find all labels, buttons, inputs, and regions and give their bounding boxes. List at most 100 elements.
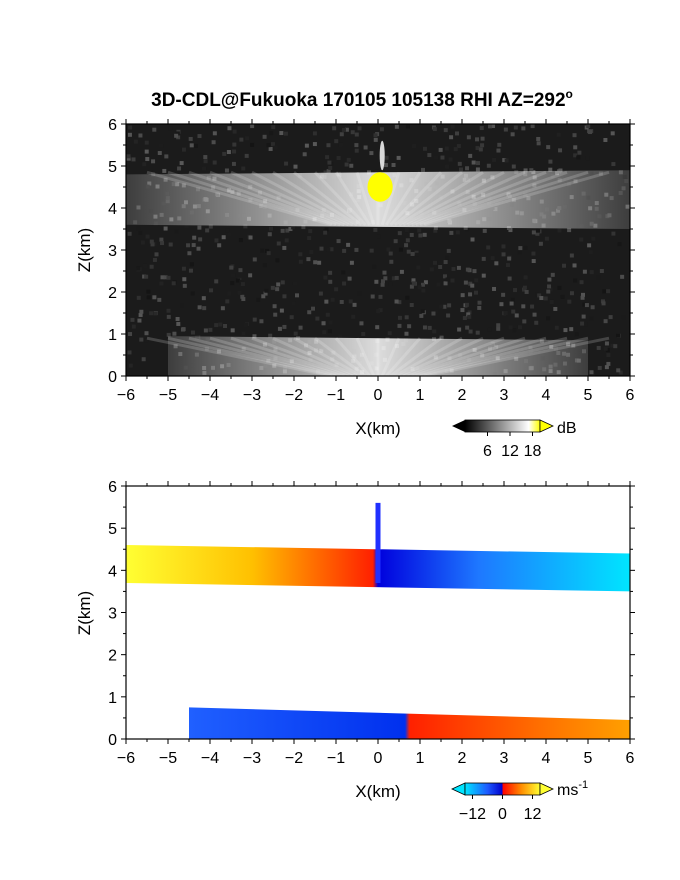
noise-speckle: [522, 319, 527, 324]
noise-speckle: [427, 153, 432, 158]
noise-speckle: [579, 280, 584, 285]
noise-speckle: [193, 143, 198, 148]
noise-speckle: [577, 150, 582, 155]
noise-speckle: [323, 275, 328, 280]
noise-speckle: [405, 295, 410, 300]
noise-speckle: [138, 133, 143, 138]
noise-speckle: [346, 157, 351, 162]
noise-speckle: [616, 333, 621, 338]
noise-speckle: [508, 325, 513, 330]
noise-speckle: [312, 131, 317, 136]
noise-speckle: [370, 294, 375, 299]
noise-speckle: [319, 246, 324, 251]
noise-speckle: [588, 250, 593, 255]
noise-speckle: [323, 230, 328, 235]
noise-speckle: [553, 306, 558, 311]
noise-speckle: [415, 252, 420, 257]
noise-speckle: [133, 139, 138, 144]
noise-speckle: [279, 308, 284, 313]
noise-speckle: [338, 142, 343, 147]
noise-speckle: [325, 312, 330, 317]
noise-speckle: [350, 130, 355, 135]
noise-speckle: [481, 256, 486, 261]
beam-streak: [406, 336, 526, 378]
colorbar-right-arrow: [539, 419, 554, 433]
noise-speckle: [422, 232, 427, 237]
noise-speckle: [417, 285, 422, 290]
noise-speckle: [328, 279, 333, 284]
noise-speckle: [501, 252, 506, 257]
noise-speckle: [232, 129, 237, 134]
noise-speckle: [477, 305, 482, 310]
noise-speckle: [599, 268, 604, 273]
noise-speckle: [549, 299, 554, 304]
noise-speckle: [214, 238, 219, 243]
noise-speckle: [270, 285, 275, 290]
noise-speckle: [404, 228, 409, 233]
noise-speckle: [538, 241, 543, 246]
x-tick-label: −2: [285, 387, 303, 404]
noise-speckle: [606, 289, 611, 294]
noise-speckle: [522, 285, 527, 290]
noise-speckle: [241, 297, 246, 302]
noise-speckle: [502, 158, 507, 163]
noise-speckle: [508, 228, 513, 233]
noise-speckle: [191, 243, 196, 248]
noise-speckle: [472, 269, 477, 274]
noise-speckle: [322, 330, 327, 335]
noise-speckle: [179, 161, 184, 166]
noise-speckle: [152, 127, 157, 132]
beam-streak: [188, 170, 341, 227]
noise-speckle: [438, 264, 443, 269]
noise-speckle: [486, 245, 491, 250]
beam-streak: [385, 171, 422, 226]
noise-speckle: [272, 304, 277, 309]
noise-speckle: [569, 291, 574, 296]
noise-speckle: [601, 301, 606, 306]
noise-speckle: [240, 294, 245, 299]
noise-speckle: [361, 331, 366, 336]
noise-speckle: [324, 299, 329, 304]
noise-speckle: [146, 289, 151, 294]
noise-speckle: [181, 266, 186, 271]
noise-speckle: [418, 233, 423, 238]
noise-speckle: [409, 302, 414, 307]
noise-speckle: [534, 320, 539, 325]
x-tick-label: 4: [542, 387, 551, 404]
colorbar-left-arrow: [451, 782, 466, 796]
noise-speckle: [240, 282, 245, 287]
noise-speckle: [563, 328, 568, 333]
colorbar-tick-label: 12: [524, 806, 542, 823]
colorbar-unit: dB: [557, 420, 577, 437]
noise-speckle: [404, 243, 409, 248]
noise-speckle: [288, 227, 293, 232]
noise-speckle: [397, 231, 402, 236]
noise-speckle: [459, 167, 464, 172]
noise-speckle: [229, 265, 234, 270]
beam-streak: [423, 170, 610, 227]
noise-speckle: [521, 304, 526, 309]
noise-speckle: [159, 143, 164, 148]
noise-speckle: [153, 311, 158, 316]
noise-speckle: [548, 287, 553, 292]
noise-speckle: [449, 135, 454, 140]
noise-speckle: [616, 368, 621, 373]
noise-speckle: [276, 282, 281, 287]
noise-speckle: [220, 306, 225, 311]
noise-speckle: [510, 297, 515, 302]
noise-speckle: [433, 260, 438, 265]
noise-speckle: [416, 265, 421, 270]
noise-speckle: [468, 153, 473, 158]
noise-speckle: [510, 132, 515, 137]
beam-streak: [423, 336, 610, 378]
noise-speckle: [225, 299, 230, 304]
noise-speckle: [387, 331, 392, 336]
beam-streak: [334, 171, 371, 226]
noise-speckle: [203, 328, 208, 333]
noise-speckle: [480, 143, 485, 148]
noise-speckle: [163, 226, 168, 231]
noise-speckle: [354, 247, 359, 252]
noise-speckle: [569, 327, 574, 332]
noise-speckle: [189, 262, 194, 267]
colorbar-ticks: 6 12 18: [483, 432, 542, 460]
